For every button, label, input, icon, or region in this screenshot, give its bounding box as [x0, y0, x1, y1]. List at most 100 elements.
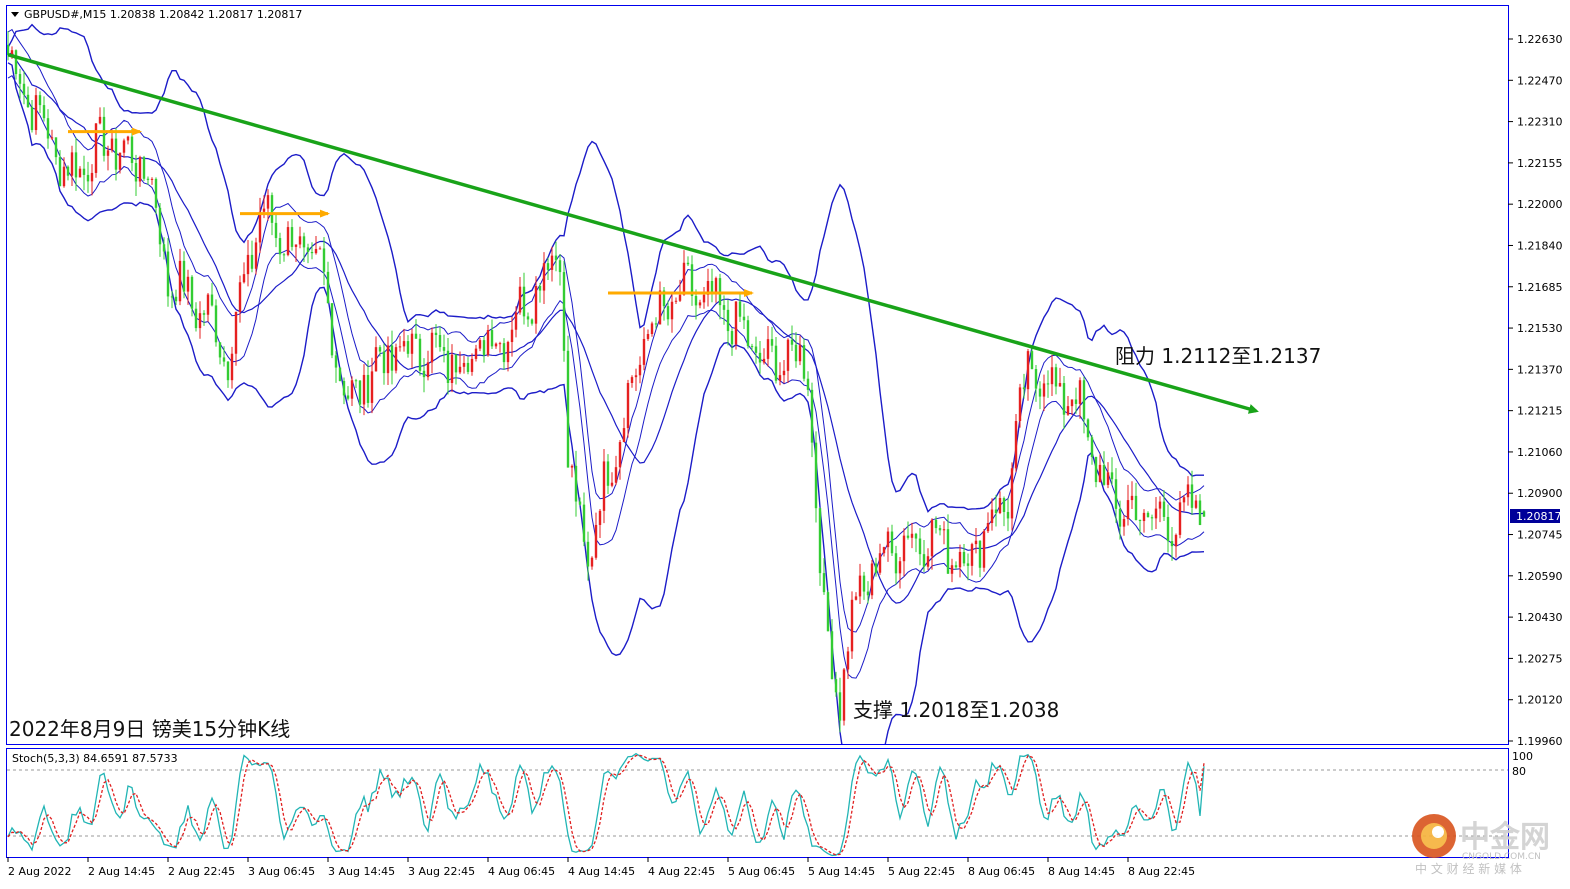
y-tick-label: 1.22155	[1517, 157, 1563, 170]
candle-body	[1142, 512, 1146, 522]
candle-body	[498, 343, 502, 345]
candle-body	[938, 528, 942, 531]
y-tick-label: 1.22000	[1517, 198, 1563, 211]
candle-body	[430, 332, 434, 363]
candle-body	[722, 305, 726, 310]
candle-body	[386, 345, 390, 374]
candle-body	[78, 168, 82, 178]
candle-body	[470, 358, 474, 372]
candle-body	[862, 575, 866, 592]
candle-body	[410, 333, 414, 354]
candle-body	[874, 563, 878, 573]
symbol-info: GBPUSD#,M15 1.20838 1.20842 1.20817 1.20…	[24, 8, 302, 21]
candle-body	[1130, 495, 1134, 501]
candle-body	[262, 208, 266, 212]
x-tick-label: 8 Aug 22:45	[1128, 865, 1195, 878]
candle-body	[490, 330, 494, 347]
candle-body	[42, 105, 46, 119]
candle-body	[738, 301, 742, 317]
candle-body	[370, 371, 374, 403]
candle-body	[106, 150, 110, 156]
candle-body	[750, 346, 754, 348]
candle-body	[442, 347, 446, 351]
candle-body	[634, 375, 638, 378]
candle-body	[302, 236, 306, 248]
candle-body	[666, 306, 670, 320]
candle-body	[250, 254, 254, 269]
candle-body	[714, 278, 718, 292]
candle-body	[7, 44, 10, 56]
candle-body	[426, 362, 430, 378]
candle-body	[286, 227, 290, 255]
candle-body	[810, 389, 814, 443]
candle-body	[170, 296, 174, 298]
candle-body	[202, 313, 206, 315]
candle-body	[682, 262, 686, 295]
candle-body	[198, 313, 202, 329]
candle-body	[446, 350, 450, 383]
candle-body	[390, 345, 394, 371]
watermark-brand: 中金网	[1460, 820, 1550, 855]
watermark: 中金网 CNGOLD.COM.CN 中 文 财 经 新 媒 体	[1412, 814, 1550, 876]
candle-body	[982, 531, 986, 568]
candle-body	[374, 347, 378, 372]
candle-body	[922, 554, 926, 567]
x-tick-label: 4 Aug 22:45	[648, 865, 715, 878]
candle-body	[1138, 519, 1142, 522]
candle-body	[602, 461, 606, 511]
candle-body	[578, 501, 582, 505]
candle-body	[586, 541, 590, 567]
candle-body	[726, 309, 730, 332]
candle-body	[14, 50, 18, 75]
x-tick-label: 3 Aug 06:45	[248, 865, 315, 878]
candle-body	[270, 195, 274, 223]
candle-body	[570, 465, 574, 468]
candle-body	[954, 565, 958, 568]
dropdown-triangle-icon[interactable]	[11, 12, 19, 17]
candle-body	[322, 248, 326, 272]
candle-body	[402, 341, 406, 347]
candle-body	[674, 300, 678, 302]
candle-body	[366, 374, 370, 403]
candle-body	[54, 137, 58, 158]
candle-body	[606, 461, 610, 486]
stoch-header: Stoch(5,3,3) 84.6591 87.5733	[12, 752, 178, 765]
candle-body	[742, 316, 746, 321]
candle-body	[22, 83, 26, 95]
current-price-label: 1.20817	[1516, 510, 1562, 523]
candle-body	[854, 596, 858, 600]
candle-body	[762, 358, 766, 363]
candle-body	[406, 341, 410, 354]
candle-body	[914, 533, 918, 539]
candle-body	[838, 692, 842, 721]
candle-body	[90, 172, 94, 182]
candle-body	[414, 333, 418, 339]
bollinger-upper-band	[7, 23, 1204, 513]
candle-body	[1042, 383, 1046, 397]
candle-body	[538, 285, 542, 291]
candle-body	[802, 345, 806, 379]
candle-body	[1014, 421, 1018, 469]
candle-body	[466, 362, 470, 372]
candle-body	[358, 380, 362, 405]
candle-body	[206, 294, 210, 315]
candle-body	[594, 524, 598, 558]
candle-body	[1170, 541, 1174, 547]
y-tick-label: 1.21530	[1517, 322, 1563, 335]
candle-body	[486, 330, 490, 356]
candle-body	[654, 323, 658, 325]
stoch-signal-line	[7, 754, 1205, 856]
support-label: 支撑 1.2018至1.2038	[853, 698, 1059, 722]
candle-body	[998, 498, 1002, 514]
candle-body	[1198, 500, 1202, 525]
candle-body	[934, 519, 938, 529]
candle-body	[1182, 497, 1186, 503]
candle-body	[1054, 367, 1058, 387]
candlestick-series	[7, 31, 1206, 733]
x-tick-label: 2 Aug 2022	[8, 865, 71, 878]
candle-body	[970, 544, 974, 566]
y-tick-label: 1.21685	[1517, 281, 1563, 294]
candle-body	[318, 248, 322, 250]
candle-body	[1114, 479, 1118, 509]
